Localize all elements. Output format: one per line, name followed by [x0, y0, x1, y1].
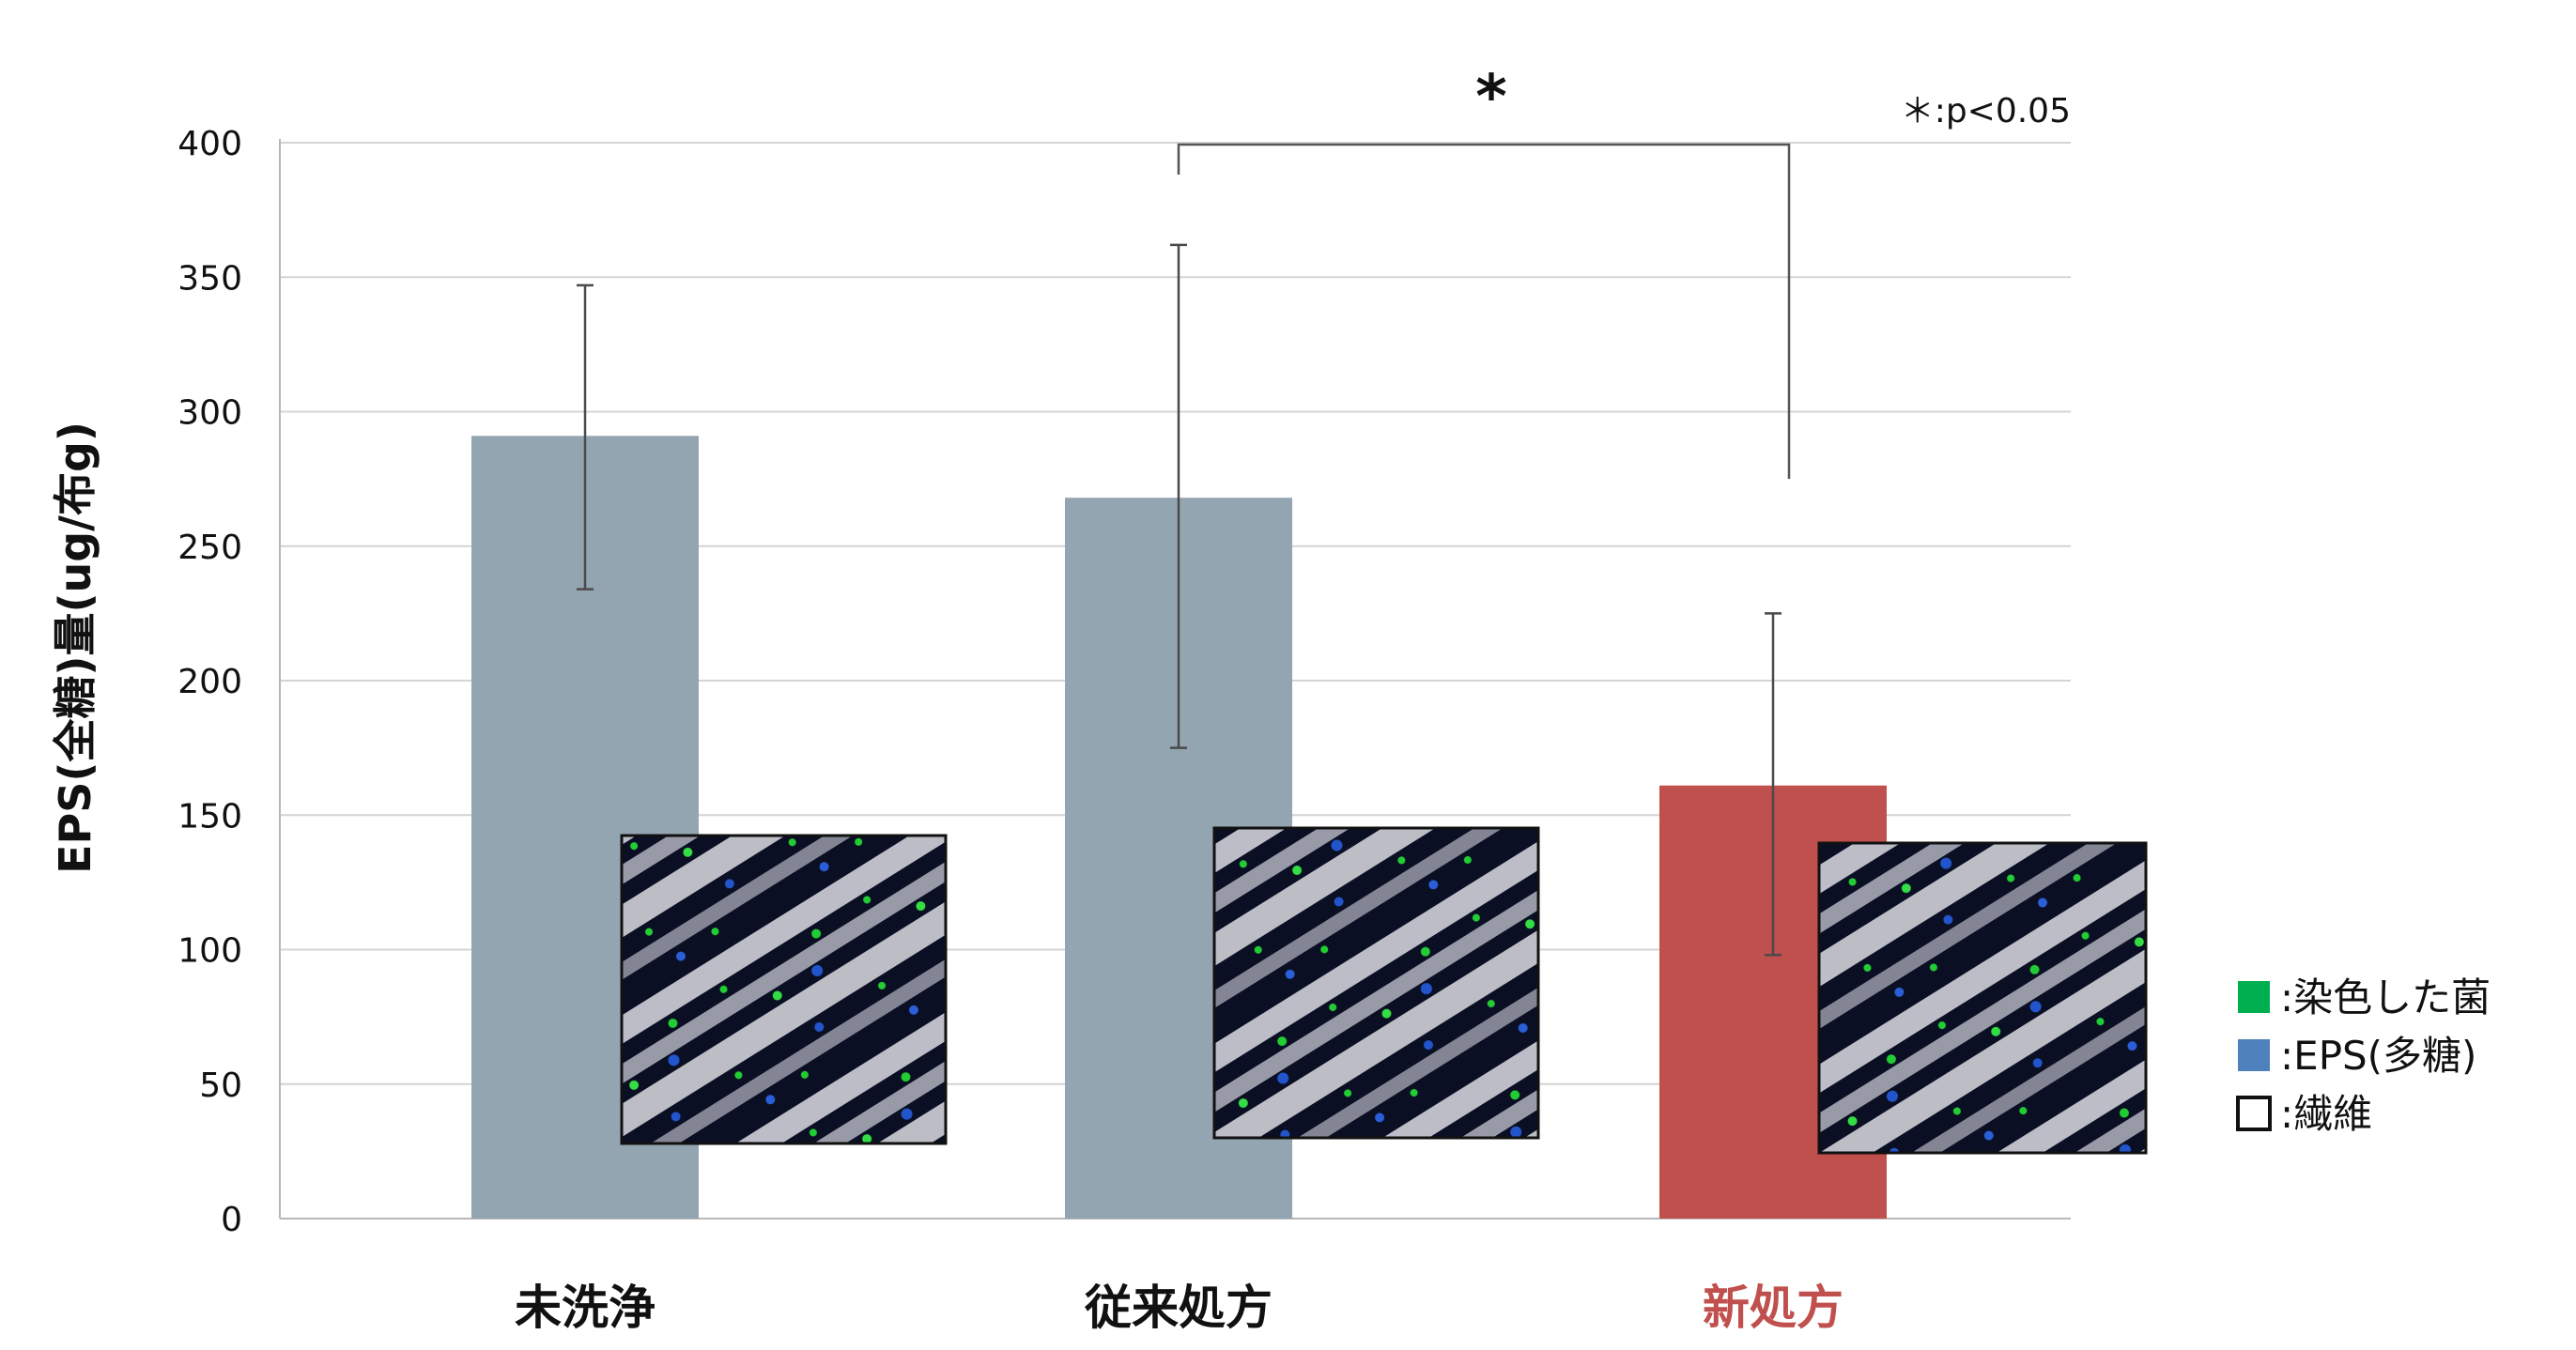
outline-square-icon: [2236, 1096, 2272, 1131]
y-tick-label: 0: [221, 1201, 242, 1239]
y-tick-label: 350: [177, 259, 242, 298]
significance-bracket: [1177, 143, 1791, 480]
y-tick-label: 250: [177, 529, 242, 567]
error-bars: [577, 243, 1782, 957]
y-tick-label: 150: [177, 797, 242, 836]
category-labels: 未洗浄 従来処方 新処方: [515, 1281, 1843, 1335]
micrograph-image: [1212, 826, 1540, 1140]
blue-square-icon: [2238, 1039, 2270, 1071]
significance-note: ＊:p<0.05: [1901, 92, 2071, 130]
category-label: 未洗浄: [515, 1281, 656, 1335]
legend-label: :EPS(多糖): [2280, 1033, 2476, 1079]
micrograph-fill: [1214, 828, 1538, 1138]
micrograph-fill: [622, 836, 946, 1143]
y-axis-label: EPS(全糖)量(ug/布g): [50, 422, 100, 874]
micrograph-fill: [1819, 843, 2146, 1153]
y-tick-label: 400: [177, 125, 242, 163]
category-label: 従来処方: [1084, 1281, 1273, 1335]
micrograph-image: [1817, 841, 2148, 1155]
micrograph-frame: [1212, 826, 1540, 1140]
legend-item: :繊維: [2236, 1091, 2372, 1137]
micrograph-frame: [1817, 841, 2148, 1155]
legend-item: :染色した菌: [2238, 974, 2491, 1020]
y-tick-label: 300: [177, 394, 242, 433]
micrographs: [620, 826, 2148, 1155]
bracket-line: [1177, 143, 1791, 480]
y-axis: 0 50 100 150 200 250 300 350 400: [177, 125, 2071, 1239]
significance-marker: *: [1475, 63, 1506, 132]
y-tick-label: 50: [199, 1066, 242, 1105]
legend-label: :繊維: [2280, 1091, 2372, 1137]
legend: :染色した菌 :EPS(多糖) :繊維: [2236, 974, 2491, 1137]
micrograph-frame: [620, 834, 948, 1145]
green-square-icon: [2238, 981, 2270, 1013]
micrograph-image: [620, 834, 948, 1145]
legend-label: :染色した菌: [2280, 974, 2491, 1020]
category-label: 新処方: [1703, 1281, 1843, 1335]
y-tick-label: 200: [177, 663, 242, 701]
legend-item: :EPS(多糖): [2238, 1033, 2476, 1079]
y-tick-label: 100: [177, 932, 242, 971]
